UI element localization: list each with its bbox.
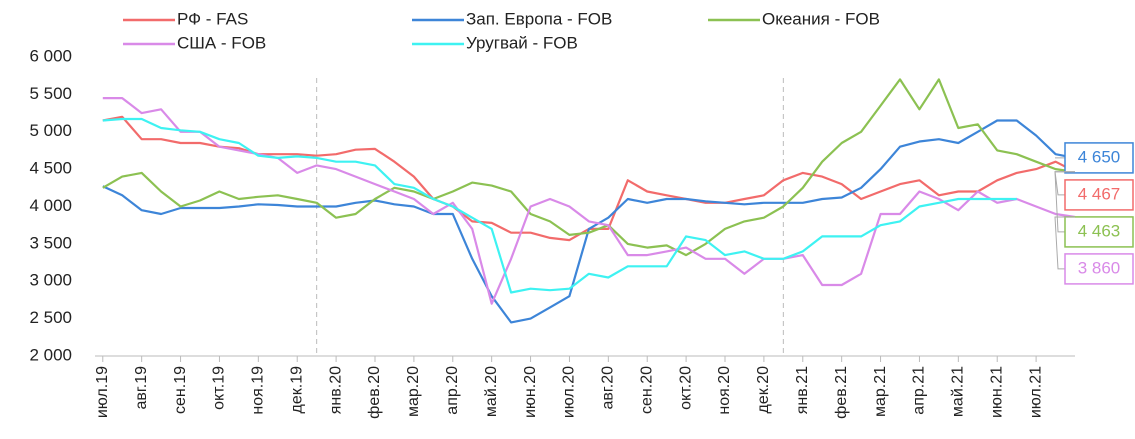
end-label: 4 463 xyxy=(1078,221,1121,240)
y-tick-label: 5 000 xyxy=(29,121,72,140)
x-tick-label: авг.20 xyxy=(600,366,617,410)
end-label-box xyxy=(1064,142,1134,174)
x-tick-label: май.21 xyxy=(950,366,967,417)
x-tick-label: янв.20 xyxy=(327,366,344,414)
leader-line xyxy=(1054,216,1075,270)
x-tick-label: мар.21 xyxy=(872,366,889,417)
legend-label: РФ - FAS xyxy=(177,9,248,28)
x-tick-label: дек.19 xyxy=(288,366,305,414)
leader-line xyxy=(1054,171,1075,233)
x-tick-label: июл.21 xyxy=(1027,366,1044,418)
x-tick-label: янв.21 xyxy=(794,366,811,414)
end-label: 4 650 xyxy=(1078,147,1121,166)
x-tick-label: июл.19 xyxy=(94,366,111,418)
y-tick-label: 4 000 xyxy=(29,196,72,215)
y-tick-label: 5 500 xyxy=(29,84,72,103)
end-label-box xyxy=(1064,253,1134,285)
x-tick-label: окт.19 xyxy=(211,366,228,410)
x-tick-label: апр.21 xyxy=(911,366,928,415)
x-tick-label: апр.20 xyxy=(444,366,461,415)
x-tick-label: фев.21 xyxy=(833,366,850,419)
legend-label: Зап. Европа - FOB xyxy=(466,9,612,28)
x-tick-label: июн.20 xyxy=(522,366,539,418)
series-line xyxy=(102,119,1076,324)
x-tick-label: сен.20 xyxy=(638,366,655,414)
x-tick-label: июн.21 xyxy=(988,366,1005,418)
series-line xyxy=(102,78,1076,257)
x-tick-label: ноя.20 xyxy=(716,366,733,415)
series-line xyxy=(102,117,1017,294)
legend-label: Океания - FOB xyxy=(762,9,880,28)
x-tick-label: июл.20 xyxy=(561,366,578,418)
x-tick-label: дек.20 xyxy=(755,366,772,414)
x-tick-label: ноя.19 xyxy=(250,366,267,415)
legend-label: США - FOB xyxy=(177,33,266,52)
x-tick-label: окт.20 xyxy=(677,366,694,410)
end-label: 3 860 xyxy=(1078,258,1121,277)
x-tick-label: сен.19 xyxy=(172,366,189,414)
y-tick-label: 2 500 xyxy=(29,308,72,327)
legend-label: Уругвай - FOB xyxy=(466,33,578,52)
end-label-box xyxy=(1064,179,1134,211)
x-tick-label: мар.20 xyxy=(405,366,422,417)
y-tick-label: 6 000 xyxy=(29,46,72,65)
x-tick-label: май.20 xyxy=(483,366,500,417)
y-tick-label: 2 000 xyxy=(29,345,72,364)
y-tick-label: 3 000 xyxy=(29,271,72,290)
end-label-box xyxy=(1064,216,1134,248)
x-tick-label: фев.20 xyxy=(366,366,383,419)
y-tick-label: 4 500 xyxy=(29,159,72,178)
y-tick-label: 3 500 xyxy=(29,233,72,252)
x-tick-label: авг.19 xyxy=(133,366,150,410)
end-label: 4 467 xyxy=(1078,184,1121,203)
